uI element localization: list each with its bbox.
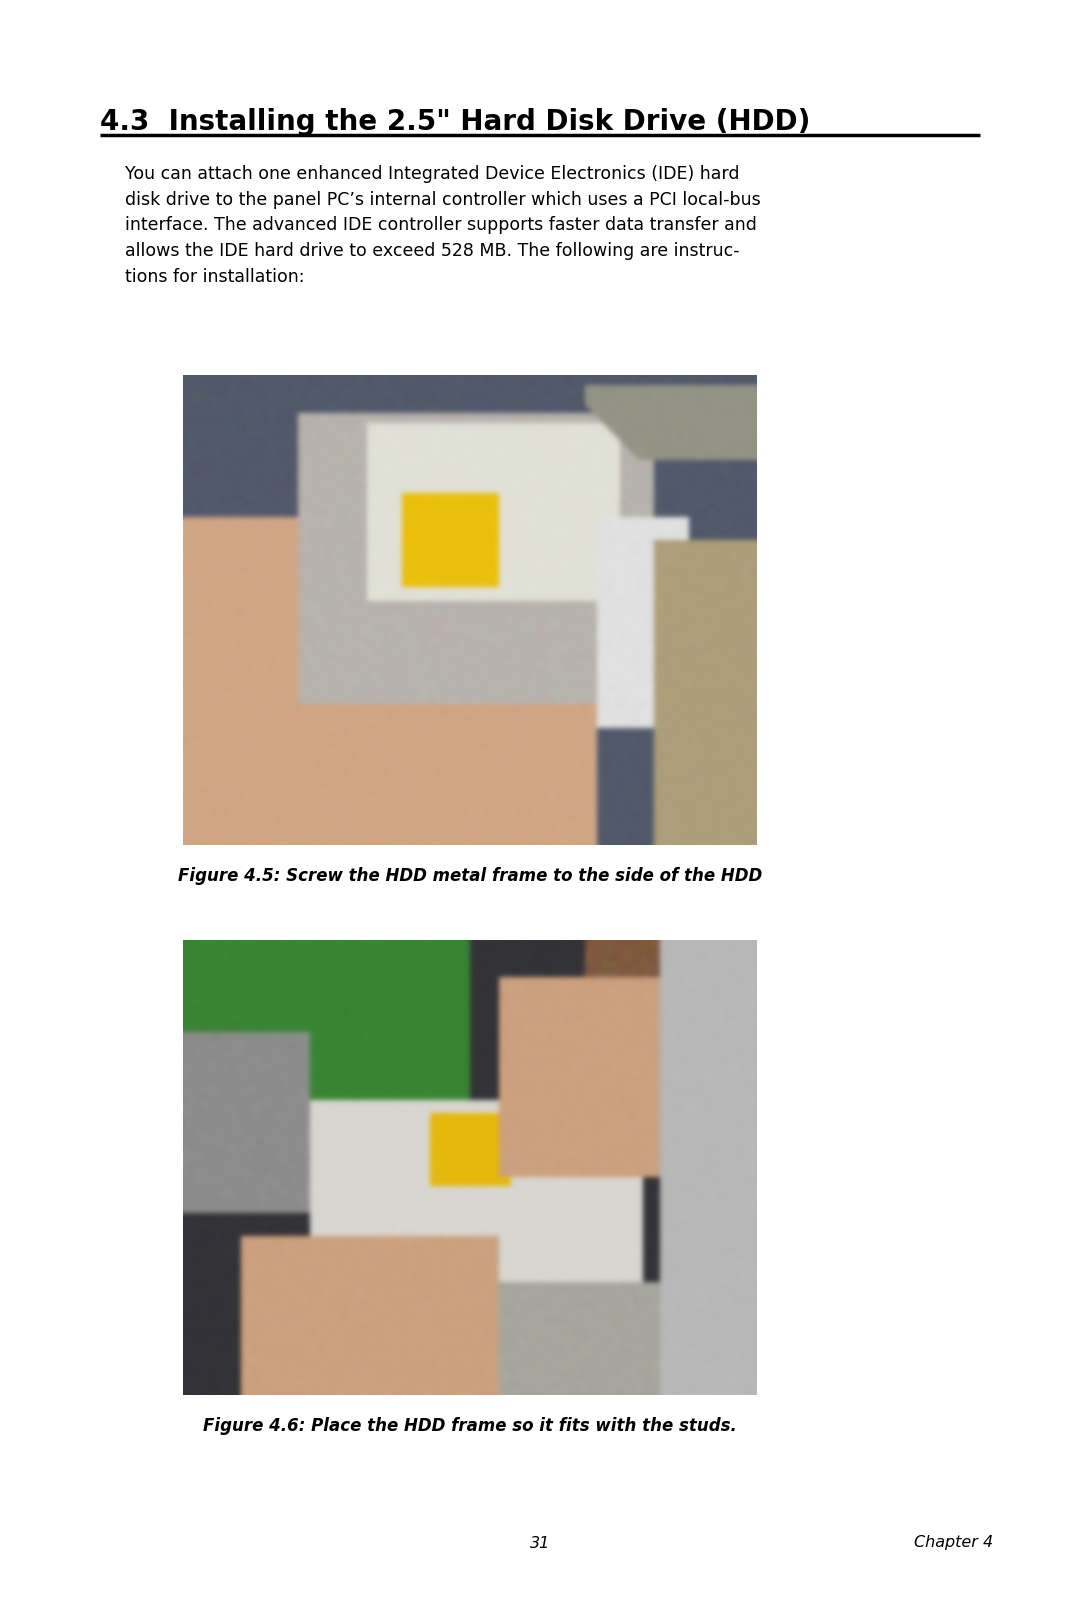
Text: Chapter 4: Chapter 4 xyxy=(915,1535,994,1550)
Text: 4.3  Installing the 2.5" Hard Disk Drive (HDD): 4.3 Installing the 2.5" Hard Disk Drive … xyxy=(100,108,810,136)
Text: Figure 4.6: Place the HDD frame so it fits with the studs.: Figure 4.6: Place the HDD frame so it fi… xyxy=(203,1417,737,1435)
Text: You can attach one enhanced Integrated Device Electronics (IDE) hard
disk drive : You can attach one enhanced Integrated D… xyxy=(125,165,760,286)
Text: 31: 31 xyxy=(530,1535,550,1550)
Text: Figure 4.5: Screw the HDD metal frame to the side of the HDD: Figure 4.5: Screw the HDD metal frame to… xyxy=(178,867,762,885)
